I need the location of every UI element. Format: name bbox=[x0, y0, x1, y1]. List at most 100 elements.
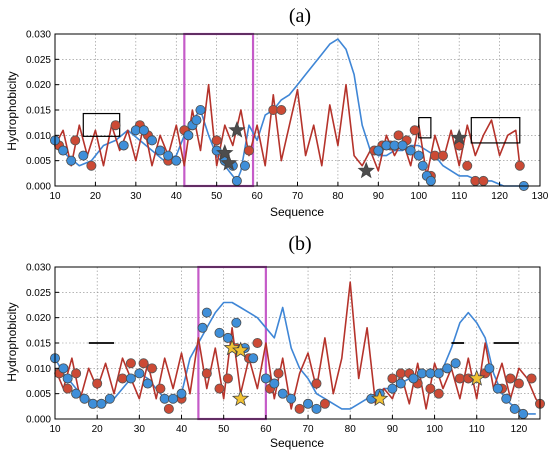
panel-a-red-point bbox=[211, 135, 222, 146]
panel-b-x-tick-label: 40 bbox=[176, 424, 188, 435]
panel-b-blue-point bbox=[395, 378, 406, 389]
panel-a-y-tick-label: 0.010 bbox=[26, 131, 51, 142]
panel-a-blue-point bbox=[413, 150, 424, 161]
panel-a-blue-point bbox=[163, 150, 174, 161]
panel-b-blue-point bbox=[450, 358, 461, 369]
panel-b-red-point bbox=[71, 368, 82, 379]
panel-b-blue-point bbox=[416, 368, 427, 379]
panel-b-blue-point bbox=[269, 378, 280, 389]
panel-b-red-point bbox=[201, 368, 212, 379]
panel-b-blue-point bbox=[248, 353, 259, 364]
panel-a-star-marker bbox=[216, 143, 234, 161]
panel-a-blue-point bbox=[231, 175, 242, 186]
panel-a-x-tick-label: 90 bbox=[373, 191, 385, 202]
panel-a-x-tick-label: 60 bbox=[252, 191, 264, 202]
panel-a-blue-point bbox=[195, 105, 206, 116]
panel-b-blue-point bbox=[501, 393, 512, 404]
panel-b-blue-point bbox=[433, 368, 444, 379]
panel-b-red-point bbox=[146, 363, 157, 374]
panel-b-blue-point bbox=[425, 368, 436, 379]
panel-a-blue-point bbox=[155, 145, 166, 156]
panel-a-red-point bbox=[437, 150, 448, 161]
panel-a-blue-point bbox=[118, 140, 129, 151]
panel-a-x-tick-label: 100 bbox=[410, 191, 427, 202]
panel-a-blue-point bbox=[183, 130, 194, 141]
panel-a-star-marker bbox=[357, 161, 375, 179]
panel-b-blue-point bbox=[87, 398, 98, 409]
panel-b-y-tick-label: 0.030 bbox=[26, 263, 51, 274]
panel-b-blue-point bbox=[222, 332, 233, 343]
panel-b-red-point bbox=[294, 403, 305, 414]
panel-b-blue-point bbox=[96, 398, 107, 409]
panel-b-tag: (b) bbox=[288, 233, 311, 255]
panel-b-blue-point bbox=[286, 393, 297, 404]
panel-b-y-tick-label: 0.025 bbox=[26, 288, 51, 299]
panel-b-blue-point bbox=[387, 383, 398, 394]
panel-b-star-marker bbox=[231, 389, 250, 407]
panel-b-red-point bbox=[222, 373, 233, 384]
panel-a-chart: 10 20 30 40 50 60 70 80 90 100 110 120 130 0.000 0.005… bbox=[26, 30, 549, 203]
panel-b-red-point bbox=[425, 383, 436, 394]
panel-b-blue-point bbox=[260, 373, 271, 384]
panel-b-blue-point bbox=[484, 363, 495, 374]
panel-b-red-point bbox=[319, 398, 330, 409]
panel-b-blue-point bbox=[231, 317, 242, 328]
panel-b-blue-point bbox=[214, 327, 225, 338]
panel-b-red-point bbox=[454, 373, 465, 384]
panel-b-blue-point bbox=[408, 373, 419, 384]
panel-b-blue-point bbox=[509, 403, 520, 414]
panel-a-blue-point bbox=[425, 175, 436, 186]
panel-b-x-tick-label: 30 bbox=[134, 424, 146, 435]
panel-a-xlabel: Sequence bbox=[270, 205, 324, 219]
panel-b-blue-point bbox=[104, 393, 115, 404]
panel-b-xlabel: Sequence bbox=[270, 436, 324, 450]
panel-b-red-point bbox=[311, 378, 322, 389]
panel-a-blue-point bbox=[58, 145, 69, 156]
panel-b-red-point bbox=[513, 378, 524, 389]
panel-a-blue-point bbox=[138, 125, 149, 136]
panel-b-x-tick-label: 60 bbox=[260, 424, 272, 435]
panel-b-red-point bbox=[505, 373, 516, 384]
panel-a-y-tick-label: 0.030 bbox=[26, 30, 51, 41]
panel-a-red-point bbox=[478, 175, 489, 186]
panel-a-blue-point bbox=[405, 145, 416, 156]
panel-b-x-tick-label: 120 bbox=[511, 424, 528, 435]
panel-b-blue-point bbox=[518, 408, 529, 419]
panel-a-x-tick-label: 70 bbox=[292, 191, 304, 202]
panel-b-star-marker bbox=[371, 389, 389, 407]
panel-b-red-point bbox=[92, 378, 103, 389]
panel-b-y-tick-label: 0.000 bbox=[26, 415, 51, 426]
panel-a-x-tick-label: 80 bbox=[332, 191, 344, 202]
panel-a-blue-point bbox=[191, 115, 202, 126]
panel-b-red-point bbox=[155, 383, 166, 394]
panel-b-x-tick-label: 70 bbox=[302, 424, 314, 435]
panel-a-blue-point bbox=[66, 155, 77, 166]
panel-b-y-tick-label: 0.015 bbox=[26, 339, 51, 350]
panel-a-x-tick-label: 10 bbox=[49, 191, 61, 202]
panel-a-y-tick-label: 0.025 bbox=[26, 55, 51, 66]
panel-a-x-tick-label: 40 bbox=[171, 191, 183, 202]
panel-b-x-tick-label: 100 bbox=[426, 424, 443, 435]
panel-b-blue-point bbox=[62, 373, 73, 384]
panel-a-red-point bbox=[393, 130, 404, 141]
panel-b-red-point bbox=[62, 383, 73, 394]
panel-a-star-marker bbox=[228, 121, 246, 138]
panel-a-x-tick-label: 50 bbox=[211, 191, 223, 202]
panel-b-x-tick-label: 50 bbox=[218, 424, 230, 435]
panel-a-star-marker bbox=[220, 154, 238, 171]
panel-b-y-tick-label: 0.005 bbox=[26, 389, 51, 400]
panel-b-x-tick-label: 110 bbox=[469, 424, 485, 435]
panel-a-red-point bbox=[243, 145, 254, 156]
panel-b-x-tick-label: 90 bbox=[387, 424, 399, 435]
panel-a-blue-point bbox=[397, 140, 408, 151]
panel-b-blue-point bbox=[442, 363, 453, 374]
panel-a-x-tick-label: 120 bbox=[491, 191, 508, 202]
panel-a-blue-point bbox=[239, 160, 250, 171]
panel-a-x-tick-label: 130 bbox=[532, 191, 549, 202]
panel-b-red-point bbox=[125, 358, 136, 369]
panel-b-red-point bbox=[214, 383, 225, 394]
panel-a-x-tick-label: 110 bbox=[451, 191, 467, 202]
panel-a-blue-point bbox=[417, 160, 428, 171]
panel-b-blue-point bbox=[492, 383, 503, 394]
